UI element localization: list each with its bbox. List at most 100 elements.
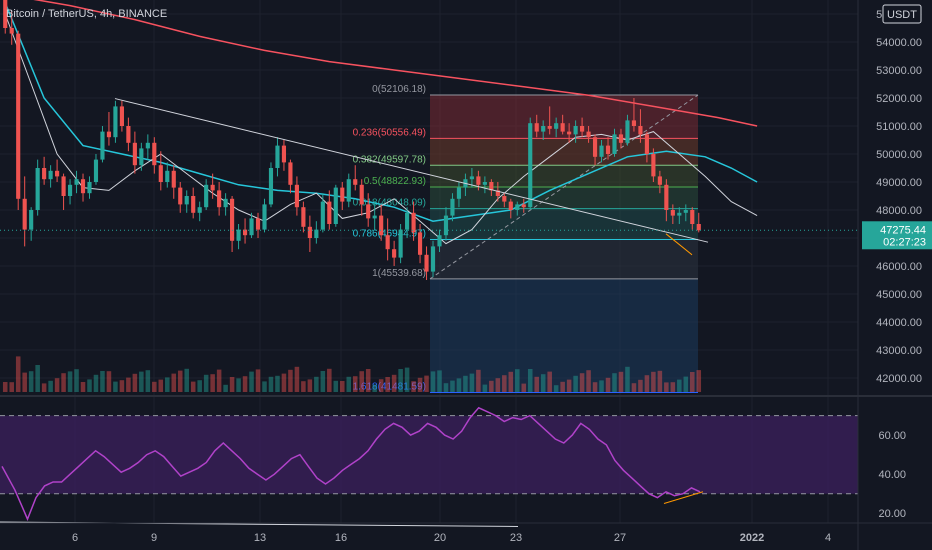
candle xyxy=(74,170,79,194)
candle xyxy=(443,207,449,241)
volume-bar xyxy=(320,371,326,392)
candle xyxy=(275,137,280,177)
candle-body xyxy=(158,165,163,182)
volume-bar xyxy=(450,380,455,392)
rsi-divergence-line xyxy=(663,491,704,504)
candle xyxy=(314,221,319,244)
fib-level-label: 0.786(46944.97) xyxy=(353,229,426,240)
candle-body xyxy=(696,224,701,231)
candle-body xyxy=(580,126,585,132)
volume-bar xyxy=(80,382,86,392)
candle-body xyxy=(16,33,21,199)
fib-zone xyxy=(430,208,698,240)
candle-body xyxy=(456,187,462,199)
candle-body xyxy=(294,184,299,208)
candle xyxy=(592,134,598,166)
candle-body xyxy=(651,154,656,177)
candle xyxy=(683,204,688,222)
descending-trendline xyxy=(114,98,709,243)
volume-bar xyxy=(268,376,274,392)
volume-bar xyxy=(113,381,118,392)
volume-bar xyxy=(618,371,624,392)
volume-bar xyxy=(365,369,371,392)
bar-countdown: 02:27:23 xyxy=(883,236,926,248)
candle xyxy=(599,140,604,163)
volume-bar xyxy=(165,377,170,392)
candle xyxy=(554,117,559,138)
candle xyxy=(541,120,546,140)
candle-body xyxy=(93,159,99,182)
volume-bar xyxy=(456,378,462,392)
candle-body xyxy=(35,168,40,210)
candle xyxy=(664,179,669,222)
volume-bar xyxy=(612,373,617,392)
candle-body xyxy=(437,235,442,247)
volume-bar xyxy=(469,373,475,392)
volume-bar xyxy=(385,377,390,392)
price-tick-label: 50000.00 xyxy=(876,149,922,161)
volume-bar xyxy=(424,375,429,392)
volume-bar xyxy=(74,369,79,392)
volume-bar xyxy=(560,381,565,392)
fib-level-label: 1(45539.68) xyxy=(372,268,426,279)
time-tick-label: 27 xyxy=(614,532,626,544)
candle xyxy=(392,240,397,266)
candle xyxy=(560,114,565,135)
price-tick-label: 53000.00 xyxy=(876,65,922,77)
volume-bar xyxy=(391,374,397,392)
volume-bar xyxy=(378,379,384,392)
candle-body xyxy=(495,190,500,196)
volume-bar xyxy=(216,369,222,392)
volume-bar xyxy=(404,367,410,392)
candle xyxy=(327,190,332,230)
candle xyxy=(638,109,643,143)
candle xyxy=(9,11,14,45)
candle-body xyxy=(22,198,27,230)
candle-body xyxy=(74,179,79,185)
price-axis: 42000.00 43000.00 44000.00 45000.00 46000.00… xyxy=(862,9,932,385)
candle-body xyxy=(554,123,559,129)
volume-bar xyxy=(664,382,669,392)
price-tick-label: 52000.00 xyxy=(876,93,922,105)
candle-body xyxy=(42,168,47,180)
candle xyxy=(119,100,124,132)
candle-body xyxy=(223,198,228,208)
candle xyxy=(55,159,60,182)
rsi-tick-label: 40.00 xyxy=(878,469,906,481)
rsi-line xyxy=(1,406,701,522)
candle-body xyxy=(210,184,215,191)
candle xyxy=(586,126,591,143)
candlesticks xyxy=(3,0,701,280)
volume-bar xyxy=(657,370,663,392)
volume-bar xyxy=(106,371,112,392)
volume-bar xyxy=(327,368,332,392)
candle-body xyxy=(683,210,688,213)
last-price-tag-bg xyxy=(862,221,932,250)
candle xyxy=(372,201,377,230)
candle-body xyxy=(385,235,390,250)
candle-body xyxy=(3,0,8,28)
candle-body xyxy=(664,184,669,210)
candle xyxy=(165,162,170,188)
volume-bar xyxy=(359,371,364,392)
volume-bar xyxy=(599,380,604,392)
candle-body xyxy=(48,170,53,180)
volume-bar xyxy=(203,374,209,392)
volume-bar xyxy=(93,374,99,392)
price-tick-label: 48000.00 xyxy=(876,205,922,217)
volume-bar xyxy=(495,378,501,392)
candle xyxy=(605,137,611,160)
volume-bar xyxy=(152,381,157,392)
volume-bar xyxy=(333,380,339,392)
volume-bar xyxy=(644,375,650,392)
volume-bar xyxy=(197,380,202,392)
fib-level-label: 0.236(50556.49) xyxy=(353,127,426,138)
candle xyxy=(573,120,578,143)
candle xyxy=(670,204,675,224)
candle xyxy=(333,184,338,227)
candle xyxy=(482,176,487,194)
candle-body xyxy=(139,148,144,166)
candle-body xyxy=(592,137,598,157)
